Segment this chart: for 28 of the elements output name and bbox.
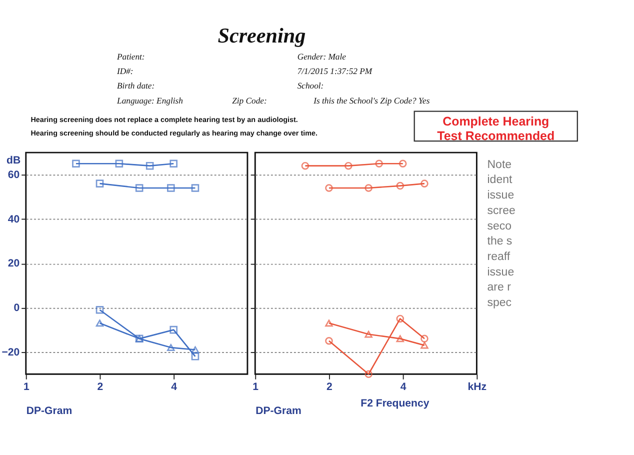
- y-tick-label: 20: [8, 258, 20, 270]
- x-tick-label: kHz: [468, 380, 487, 393]
- text: Is this the School's Zip Code? Yes: [312, 96, 430, 106]
- text: School:: [297, 80, 324, 90]
- x-tick-label: 1: [23, 380, 30, 393]
- text: Birth date:: [117, 80, 155, 90]
- text: Language: English: [116, 96, 183, 106]
- x-tick-label: 4: [171, 380, 178, 393]
- x-axis-title: DP-Gram: [26, 404, 72, 417]
- text: Complete Hearing Test Recommended: [437, 114, 555, 144]
- x-tick-label: 2: [326, 380, 333, 393]
- text: 7/1/2015 1:37:52 PM: [297, 66, 373, 76]
- x-axis-title: DP-Gram: [256, 404, 302, 417]
- text: ID#:: [116, 66, 134, 76]
- chart-title: Screening: [218, 23, 306, 48]
- text: F2 Frequency: [360, 398, 430, 410]
- x-tick-label: 1: [252, 380, 259, 393]
- text: Zip Code:: [232, 96, 267, 106]
- y-tick-label: 0: [14, 302, 20, 314]
- text: Gender: Male: [297, 52, 346, 62]
- y-tick-label: −20: [2, 346, 20, 358]
- y-axis-title: dB: [6, 154, 21, 167]
- text: Note ident issue scree seco the s reaff issue are r spec: [487, 158, 516, 310]
- text: Patient:: [116, 52, 145, 62]
- x-tick-label: 4: [400, 380, 406, 393]
- y-tick-label: 40: [8, 213, 20, 226]
- x-tick-label: 2: [97, 380, 104, 393]
- y-tick-label: 60: [8, 169, 20, 182]
